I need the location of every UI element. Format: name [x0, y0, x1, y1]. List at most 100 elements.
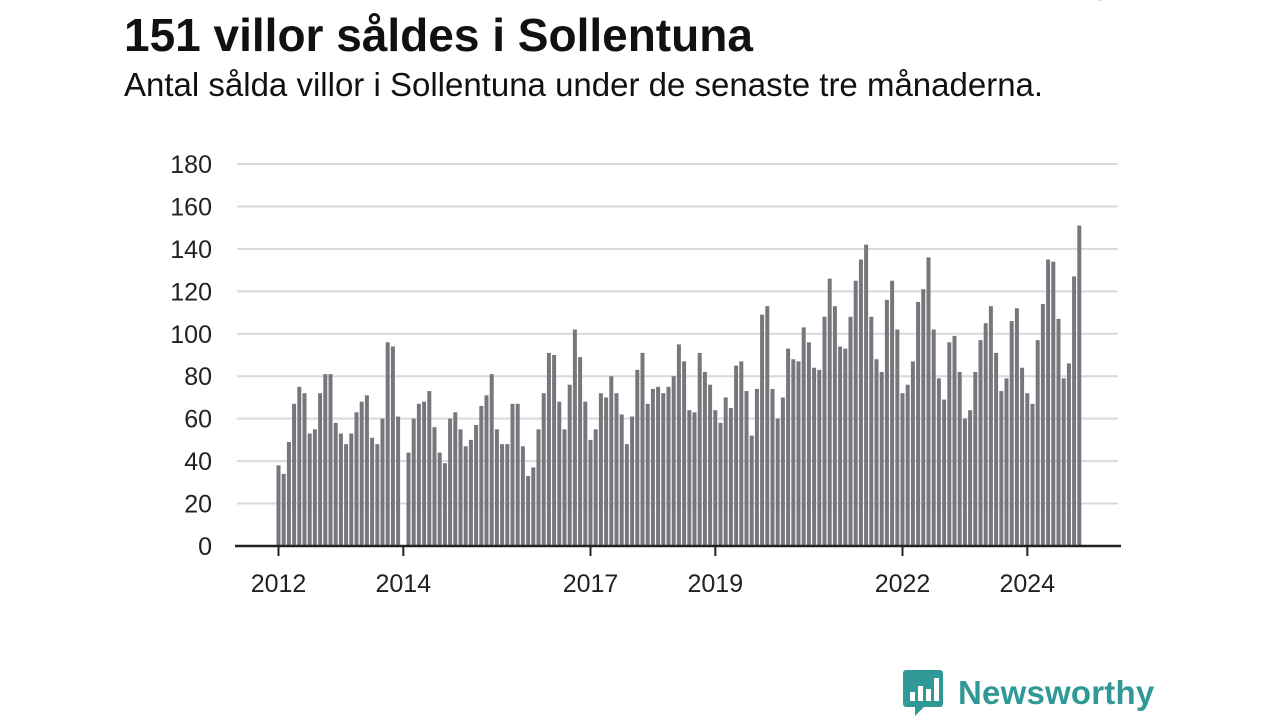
bar	[848, 316, 853, 546]
bar	[624, 444, 629, 546]
bar	[812, 367, 817, 546]
bar	[739, 361, 744, 546]
bar	[999, 391, 1004, 546]
bar	[890, 280, 895, 546]
y-tick-label: 160	[170, 193, 212, 221]
y-tick-label: 120	[170, 278, 212, 306]
y-tick-label: 20	[184, 491, 212, 519]
bar	[1066, 363, 1071, 546]
bar	[562, 429, 567, 546]
bar	[474, 425, 479, 546]
bar	[370, 437, 375, 546]
bar	[354, 412, 359, 546]
bar	[520, 446, 525, 546]
bar	[583, 401, 588, 546]
y-tick-label: 60	[184, 406, 212, 434]
bar	[1014, 308, 1019, 546]
bar	[406, 452, 411, 546]
bar	[572, 329, 577, 546]
bar	[635, 369, 640, 546]
bar	[359, 401, 364, 546]
bar	[515, 403, 520, 546]
bar	[744, 391, 749, 546]
bar	[630, 416, 635, 546]
bar	[505, 444, 510, 546]
bar	[780, 397, 785, 546]
bar	[1020, 367, 1025, 546]
bar	[526, 475, 531, 546]
bar	[411, 418, 416, 546]
bar	[697, 352, 702, 546]
bar	[442, 463, 447, 546]
bar	[671, 376, 676, 546]
bar	[344, 444, 349, 546]
bar	[786, 348, 791, 546]
bar	[510, 403, 515, 546]
bar	[879, 371, 884, 546]
bar	[380, 418, 385, 546]
bar	[489, 374, 494, 546]
bar	[479, 405, 484, 546]
bar	[364, 395, 369, 546]
bar	[297, 386, 302, 546]
bar	[843, 348, 848, 546]
bar	[1072, 276, 1077, 546]
bar	[302, 393, 307, 546]
bar	[832, 306, 837, 546]
y-tick-label: 0	[198, 533, 212, 561]
bar	[718, 422, 723, 546]
bar	[448, 418, 453, 546]
bar	[614, 393, 619, 546]
bar	[817, 369, 822, 546]
bar	[702, 371, 707, 546]
bar	[349, 433, 354, 546]
bar	[1009, 321, 1014, 546]
bar	[676, 344, 681, 546]
bar	[396, 416, 401, 546]
bar	[432, 427, 437, 546]
bar	[869, 316, 874, 546]
bar	[827, 278, 832, 546]
bar	[604, 397, 609, 546]
bar	[734, 365, 739, 546]
bar	[988, 306, 993, 546]
bar	[536, 429, 541, 546]
bar	[749, 435, 754, 546]
bar	[588, 439, 593, 546]
bar	[1056, 318, 1061, 546]
chart-subtitle: Antal sålda villor i Sollentuna under de…	[124, 66, 1044, 103]
bar	[541, 393, 546, 546]
x-tick-label: 2024	[999, 570, 1055, 598]
y-tick-label: 180	[170, 151, 212, 179]
bar	[713, 410, 718, 546]
bar	[437, 452, 442, 546]
bar	[609, 376, 614, 546]
bar	[687, 410, 692, 546]
bar	[557, 401, 562, 546]
bar	[916, 301, 921, 546]
bar	[531, 467, 536, 546]
bar	[281, 473, 286, 546]
brand-name: Newsworthy	[958, 674, 1155, 711]
bar	[338, 433, 343, 546]
bar	[1030, 403, 1035, 546]
bar	[1040, 304, 1045, 546]
bar	[822, 316, 827, 546]
bar	[708, 384, 713, 546]
bar	[661, 393, 666, 546]
bar	[458, 429, 463, 546]
bar	[765, 306, 770, 546]
bar	[468, 439, 473, 546]
bar	[390, 346, 395, 546]
bar	[494, 429, 499, 546]
bar	[323, 374, 328, 546]
bar	[864, 244, 869, 546]
bar	[796, 361, 801, 546]
bar	[931, 329, 936, 546]
bar	[1035, 340, 1040, 546]
bar	[1046, 259, 1051, 546]
x-axis: 2012 2014 2017 2019 2022 2024	[251, 546, 1055, 598]
bar	[666, 386, 671, 546]
bar	[292, 403, 297, 546]
